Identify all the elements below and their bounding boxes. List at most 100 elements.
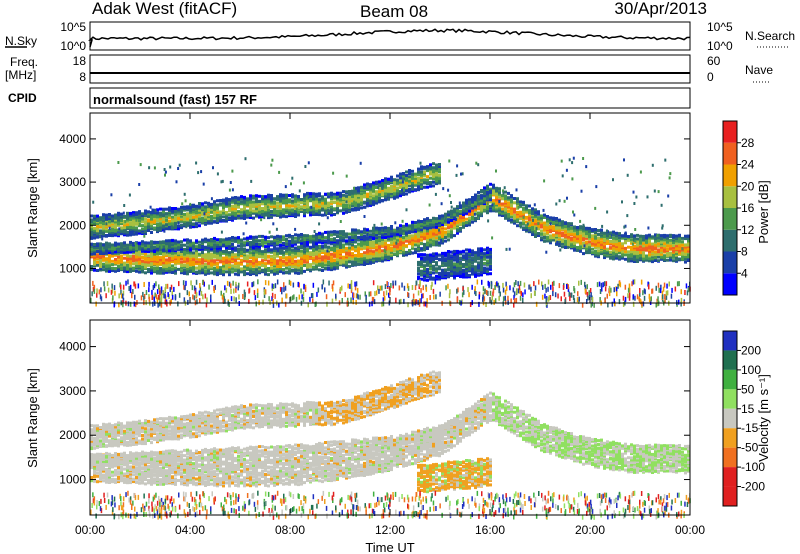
power-cell <box>195 257 198 261</box>
power-cell <box>618 255 621 259</box>
power-cell <box>252 209 255 213</box>
power-cell <box>558 235 561 239</box>
power-cell <box>321 255 324 259</box>
power-cell <box>558 231 561 235</box>
power-cell <box>138 261 141 265</box>
power-cell <box>99 267 102 270</box>
power-cell <box>90 265 93 268</box>
power-cell <box>507 201 510 205</box>
power-cell <box>315 242 318 245</box>
power-cell <box>231 196 234 200</box>
power-cell <box>201 254 204 258</box>
power-cell <box>138 229 141 233</box>
power-cell <box>654 239 657 243</box>
power-cell <box>291 213 294 217</box>
power-cell <box>231 215 234 219</box>
power-cell <box>201 202 204 206</box>
power-cell <box>99 225 102 229</box>
power-cell <box>153 213 156 216</box>
power-cell <box>135 260 138 264</box>
power-cell <box>150 265 153 269</box>
power-cell <box>363 256 366 260</box>
power-cell <box>99 247 102 251</box>
power-cell <box>504 216 507 220</box>
power-cell <box>318 236 321 240</box>
power-cell <box>114 250 117 254</box>
power-cell <box>585 235 588 238</box>
power-cell <box>345 239 348 243</box>
power-cell <box>570 236 573 240</box>
power-cell <box>414 243 417 247</box>
power-cell <box>186 267 189 271</box>
power-cell <box>291 254 294 258</box>
power-cell <box>426 175 429 179</box>
power-cell <box>228 260 231 263</box>
power-cell <box>204 212 207 216</box>
power-cell <box>597 244 600 248</box>
power-cell <box>240 195 243 199</box>
power-cell <box>246 268 249 271</box>
power-cell <box>117 264 120 268</box>
power-cell <box>99 216 102 220</box>
power-cell <box>315 245 318 249</box>
power-cell <box>567 222 570 226</box>
power-cell <box>138 241 141 245</box>
power-cell <box>150 261 153 264</box>
power-cell <box>279 250 282 254</box>
power-cell <box>645 234 648 238</box>
power-cell <box>645 254 648 258</box>
power-cell <box>489 204 492 208</box>
power-cell <box>396 226 399 230</box>
power-cell <box>135 251 138 255</box>
power-cell <box>285 245 288 249</box>
power-cell <box>153 254 156 258</box>
power-cell <box>231 210 234 214</box>
power-cell <box>174 255 177 259</box>
power-cell <box>585 251 588 255</box>
power-cell <box>516 210 519 214</box>
power-cell <box>174 209 177 213</box>
power-cell <box>519 205 522 209</box>
power-cell <box>126 259 129 263</box>
power-cell <box>240 247 243 251</box>
power-cell <box>324 256 327 260</box>
power-cell <box>486 200 489 204</box>
power-cell <box>147 212 150 216</box>
power-cell <box>675 253 678 257</box>
power-cell <box>432 234 435 238</box>
power-cell <box>270 254 273 258</box>
power-cell <box>333 243 336 247</box>
power-cell <box>360 192 363 196</box>
power-cell <box>255 273 258 277</box>
power-cell <box>132 220 135 224</box>
power-cell <box>129 261 132 265</box>
power-cell <box>285 258 288 262</box>
power-cell <box>585 243 588 247</box>
power-cell <box>258 210 261 213</box>
power-cell <box>378 249 381 252</box>
power-cell <box>249 252 252 256</box>
power-cell <box>534 215 537 218</box>
power-cell <box>504 201 507 205</box>
power-cell <box>294 194 297 198</box>
power-cell <box>468 223 471 227</box>
power-cell <box>609 246 612 250</box>
power-cell <box>357 257 360 261</box>
power-cell <box>555 225 558 229</box>
power-cell <box>330 191 333 195</box>
power-cell <box>438 173 441 177</box>
power-cell <box>123 256 126 260</box>
power-cell <box>165 226 168 230</box>
power-cell <box>321 269 324 272</box>
cpid-label: CPID <box>8 91 37 105</box>
power-cell <box>405 227 408 231</box>
power-cell <box>201 219 204 223</box>
power-cell <box>264 250 267 253</box>
power-cell <box>192 207 195 211</box>
power-cell <box>366 199 369 203</box>
power-cell <box>360 242 363 246</box>
power-cell <box>351 228 354 232</box>
power-cell <box>639 255 642 259</box>
power-cell <box>171 238 174 242</box>
power-cell <box>396 247 399 251</box>
